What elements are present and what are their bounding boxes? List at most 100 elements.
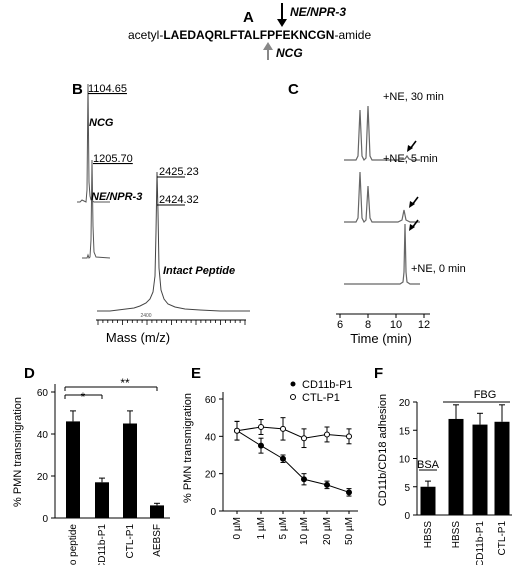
panel-e: E % PMN transmigration 0 20 40 60 0 µM 1 µM 5… <box>182 365 358 545</box>
significance-bracket-2: ** <box>64 376 158 391</box>
peptide-sequence: acetyl-LAEDAQRLFTALFPFEKNCGN-amide <box>128 28 371 42</box>
data-point-2-4 <box>301 435 307 442</box>
bar-4 <box>494 421 510 515</box>
legend-marker-open <box>290 394 296 400</box>
trace-0min: +NE, 0 min <box>344 219 466 285</box>
spectrum-label-ncg: NCG <box>89 117 114 129</box>
panel-d-xlabels: No peptide CD11b-P1 CTL-P1 AEBSF <box>68 524 163 565</box>
legend-label-cd11b: CD11b-P1 <box>302 379 353 391</box>
bar-2 <box>448 418 464 515</box>
x-label-3: CTL-P1 <box>125 524 136 559</box>
significance-bracket-1: * <box>64 390 103 404</box>
bar-4 <box>150 505 164 518</box>
y-tick-label: 15 <box>399 426 411 437</box>
sequence-right: ALFPFEKNCGN <box>244 28 335 42</box>
bar-1 <box>66 421 80 518</box>
time-axis: 6 8 10 12 Time (min) <box>336 313 430 346</box>
spectrum-intact-peptide: 2425.23 2424.32 Intact Peptide <box>97 166 250 312</box>
y-tick-label: 0 <box>210 507 216 518</box>
panel-e-letter: E <box>191 365 201 382</box>
panel-f-yticks: 0 5 10 15 20 <box>399 398 417 522</box>
panel-d-yticks: 0 20 40 60 <box>37 388 55 525</box>
data-point-1-5 <box>324 481 330 488</box>
data-point-2-6 <box>346 433 352 440</box>
trace-5min: +NE, 5 min <box>344 153 438 224</box>
panel-f: F CD11b/CD18 adhesion 0 5 10 15 20 HBSS HBSS C… <box>374 365 512 565</box>
legend-label-ctl: CTL-P1 <box>302 392 340 404</box>
spectrum-label-intact: Intact Peptide <box>163 265 235 277</box>
panel-e-legend: CD11b-P1 CTL-P1 <box>290 379 353 404</box>
y-tick-label: 40 <box>37 430 49 441</box>
panel-e-xlabels: 0 µM 1 µM 5 µM 10 µM 20 µM 50 µM <box>232 511 355 545</box>
peak-label-intact-b: 2424.32 <box>159 194 199 206</box>
series-line-2 <box>236 426 350 439</box>
trace-label-30min: +NE, 30 min <box>383 91 444 103</box>
panel-b-letter: B <box>72 81 83 98</box>
data-point-1-6 <box>346 489 352 496</box>
bar-1 <box>420 486 436 515</box>
panel-d-ylabel: % PMN transmigration <box>12 397 24 507</box>
time-tick-6: 6 <box>337 319 343 331</box>
x-label-3: CD11b-P1 <box>475 521 486 565</box>
peak-label-ncg: 1104.65 <box>88 83 127 95</box>
spectrum-label-ne-npr3: NE/NPR-3 <box>91 191 142 203</box>
panel-c-letter: C <box>288 81 299 98</box>
spectrum-ne-npr3: 1205.70 NE/NPR-3 <box>82 153 142 259</box>
trace-label-0min: +NE, 0 min <box>411 263 466 275</box>
x-label-4: CTL-P1 <box>497 521 508 556</box>
cleavage-arrow-down-icon <box>277 3 287 27</box>
peak-label-intact-a: 2425.23 <box>159 166 199 178</box>
data-point-2-5 <box>324 431 330 438</box>
data-point-1-3 <box>280 455 286 462</box>
panel-c: C +NE, 30 min +NE, 5 min +NE, 0 min <box>288 81 466 346</box>
spectrum-ncg: 1104.65 NCG <box>77 83 127 203</box>
time-tick-8: 8 <box>365 319 371 331</box>
x-label-3: 5 µM <box>278 517 289 539</box>
bar-2 <box>95 482 109 518</box>
y-tick-label: 20 <box>399 398 411 409</box>
y-tick-label: 60 <box>37 388 49 399</box>
arrow-5min-icon <box>409 196 419 208</box>
panel-a-letter: A <box>243 9 254 26</box>
y-tick-label: 20 <box>37 472 49 483</box>
mass-axis-label: Mass (m/z) <box>106 330 170 345</box>
y-tick-label: 60 <box>205 395 217 406</box>
time-tick-12: 12 <box>418 319 430 331</box>
x-label-5: 20 µM <box>322 517 333 545</box>
cleavage-label-bottom: NCG <box>276 46 303 60</box>
cleavage-arrow-up-icon <box>263 42 273 60</box>
significance-star-2: ** <box>120 376 130 390</box>
sequence-left: LAEDAQRLFT <box>163 28 245 42</box>
panel-f-letter: F <box>374 365 383 382</box>
x-label-6: 50 µM <box>344 517 355 545</box>
panel-f-ylabel: CD11b/CD18 adhesion <box>377 394 389 506</box>
y-tick-label: 0 <box>404 511 410 522</box>
panel-d-letter: D <box>24 365 35 382</box>
panel-d: D % PMN transmigration 0 20 40 60 No peptid… <box>12 365 170 565</box>
panel-f-bars <box>420 404 510 515</box>
x-label-4: AEBSF <box>152 524 163 557</box>
mass-axis-ticks <box>97 320 246 325</box>
cleavage-label-top: NE/NPR-3 <box>290 5 346 19</box>
y-tick-label: 0 <box>42 514 48 525</box>
y-tick-label: 40 <box>205 432 217 443</box>
trace-30min: +NE, 30 min <box>344 91 444 162</box>
significance-star-1: * <box>81 390 86 404</box>
x-label-2: CD11b-P1 <box>97 524 108 565</box>
group-label-bsa: BSA <box>417 459 440 471</box>
panel-f-xlabels: HBSS HBSS CD11b-P1 CTL-P1 <box>423 521 508 565</box>
y-tick-label: 20 <box>205 470 217 481</box>
x-label-1: 0 µM <box>232 517 243 539</box>
trace-label-5min: +NE, 5 min <box>383 153 438 165</box>
bar-3 <box>123 423 137 518</box>
x-label-2: HBSS <box>451 521 462 549</box>
y-tick-label: 10 <box>399 455 411 466</box>
bar-3 <box>472 424 488 515</box>
arrow-0min-icon <box>409 219 419 231</box>
panel-d-bars <box>66 410 164 518</box>
panel-e-ylabel: % PMN transmigration <box>182 393 194 503</box>
data-point-2-3 <box>280 425 286 432</box>
x-label-1: No peptide <box>68 524 79 565</box>
data-point-1-4 <box>301 476 307 483</box>
group-label-bsa-text: BSA <box>417 459 440 471</box>
